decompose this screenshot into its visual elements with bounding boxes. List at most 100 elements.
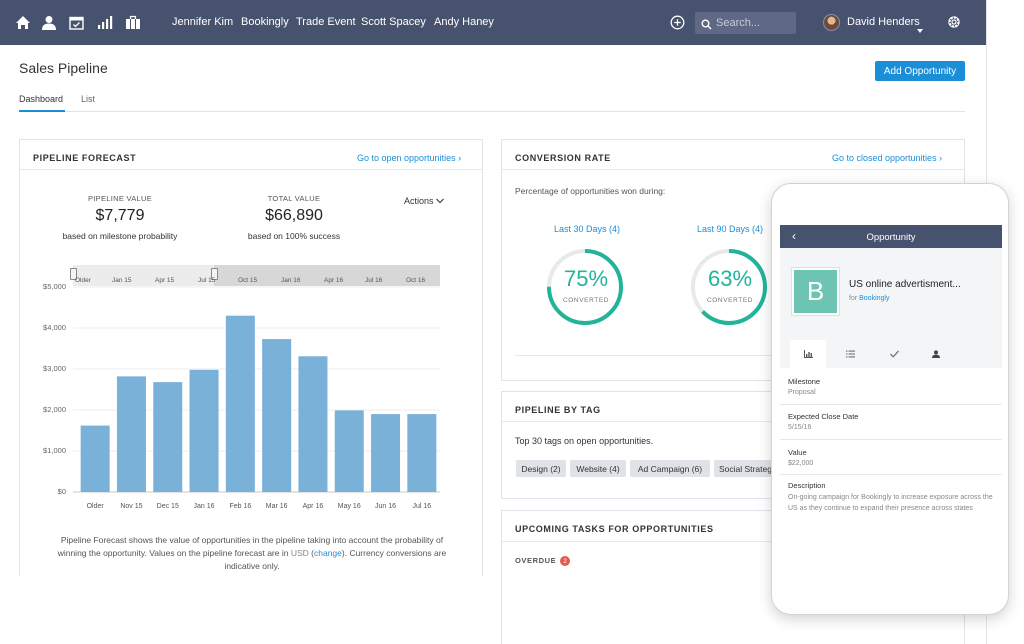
y-tick-label: $3,000 xyxy=(43,364,66,373)
company-link[interactable]: Bookingly xyxy=(859,295,890,302)
conversion-rings xyxy=(547,249,767,325)
period-link-90-days[interactable]: Last 90 Days (4) xyxy=(697,224,764,234)
total-value: $66,890 xyxy=(265,207,323,224)
x-tick-label: Older xyxy=(86,503,104,510)
converted-label: CONVERTED xyxy=(562,297,610,304)
description-label: Description xyxy=(788,481,826,490)
x-tick-label: Apr 16 xyxy=(302,503,324,510)
gear-icon[interactable] xyxy=(944,13,964,31)
caret-down-icon[interactable] xyxy=(917,20,923,38)
nav-link-bookingly[interactable]: Bookingly xyxy=(241,16,289,28)
range-unselected xyxy=(214,265,440,286)
period-link-30-days[interactable]: Last 30 Days (4) xyxy=(554,224,621,234)
tab-chart[interactable] xyxy=(790,340,826,368)
chevron-down-icon xyxy=(436,196,444,206)
for-prefix: for xyxy=(849,295,860,302)
tag-chip[interactable]: Website (4) xyxy=(570,460,626,477)
footnote-text: Pipeline Forecast shows the value of opp… xyxy=(57,535,444,558)
field-divider xyxy=(780,404,1002,405)
range-handle-left[interactable] xyxy=(70,268,77,280)
x-tick-label: Nov 15 xyxy=(120,503,143,510)
actions-dropdown[interactable]: Actions xyxy=(404,196,444,206)
chart-bar[interactable] xyxy=(371,414,401,492)
search-placeholder: Search... xyxy=(716,17,761,29)
nav-link-trade-event[interactable]: Trade Event xyxy=(296,16,356,28)
footnote-text-end: . Currency conversions are indicative on… xyxy=(224,548,447,571)
conversion-percent-30: 75% xyxy=(563,266,609,291)
add-circle-icon[interactable] xyxy=(667,13,687,31)
back-icon[interactable]: ‹ xyxy=(792,229,796,243)
x-tick-label: Jan 16 xyxy=(193,503,215,510)
company-logo: B xyxy=(792,268,839,315)
conversion-rate-title: CONVERSION RATE xyxy=(515,153,611,163)
check-icon xyxy=(889,345,899,363)
opportunity-name: US online advertisment... xyxy=(849,279,961,290)
pipeline-value: $7,779 xyxy=(95,207,145,224)
chart-bar[interactable] xyxy=(80,425,110,492)
pipeline-by-tag-title: PIPELINE BY TAG xyxy=(515,405,601,415)
tab-list[interactable] xyxy=(832,340,868,368)
range-label: Older xyxy=(75,277,91,284)
open-opportunities-link[interactable]: Go to open opportunities › xyxy=(357,153,462,163)
field-divider xyxy=(780,474,1002,475)
converted-label: CONVERTED xyxy=(706,297,754,304)
briefcase-icon[interactable] xyxy=(123,13,143,31)
chart-bar[interactable] xyxy=(116,376,146,492)
search-input[interactable]: Search... xyxy=(695,12,796,34)
ring-progress xyxy=(691,249,767,325)
range-label: Apr 16 xyxy=(324,277,344,284)
range-label: Oct 16 xyxy=(406,277,426,284)
chart-bar[interactable] xyxy=(225,315,255,492)
y-tick-label: $0 xyxy=(57,487,66,496)
value-amount: $22,000 xyxy=(788,460,814,467)
tag-description: Top 30 tags on open opportunities. xyxy=(515,436,654,446)
tag-chip[interactable]: Ad Campaign (6) xyxy=(630,460,710,477)
chart-bar[interactable] xyxy=(334,410,364,492)
conversion-percent-90: 63% xyxy=(707,266,753,291)
range-label: Jan 16 xyxy=(281,277,301,284)
panel-divider xyxy=(502,421,964,422)
tab-dashboard[interactable]: Dashboard xyxy=(19,94,64,104)
tab-tasks[interactable] xyxy=(876,340,912,368)
currency-code: USD xyxy=(290,548,309,558)
pipeline-value-label: PIPELINE VALUE xyxy=(87,194,153,203)
search-icon xyxy=(701,17,712,35)
chart-bar[interactable] xyxy=(189,369,219,492)
range-label: Oct 15 xyxy=(238,277,258,284)
nav-link-scott-spacey[interactable]: Scott Spacey xyxy=(361,16,426,28)
close-date-label: Expected Close Date xyxy=(788,412,859,421)
upcoming-tasks-title: UPCOMING TASKS FOR OPPORTUNITIES xyxy=(515,524,714,534)
range-label: Jul 15 xyxy=(198,277,216,284)
pipeline-forecast-title: PIPELINE FORECAST xyxy=(33,153,137,163)
person-icon[interactable] xyxy=(39,13,59,31)
calendar-icon[interactable] xyxy=(66,13,86,31)
closed-opportunities-link[interactable]: Go to closed opportunities › xyxy=(832,153,943,163)
change-currency-link[interactable]: change xyxy=(313,548,342,558)
x-tick-label: Dec 15 xyxy=(156,503,179,510)
bar-chart-icon[interactable] xyxy=(95,13,115,31)
tag-chip[interactable]: Design (2) xyxy=(516,460,566,477)
opportunity-company: for Bookingly xyxy=(849,295,889,302)
chart-bar[interactable] xyxy=(407,414,437,492)
range-handle-right[interactable] xyxy=(211,268,218,280)
add-opportunity-button[interactable]: Add Opportunity xyxy=(875,61,965,81)
overdue-label: OVERDUE xyxy=(515,556,557,565)
tab-list[interactable]: List xyxy=(81,94,96,104)
chart-bar[interactable] xyxy=(262,339,292,492)
chart-bar[interactable] xyxy=(153,382,183,492)
x-tick-label: Jul 16 xyxy=(412,503,432,510)
home-icon[interactable] xyxy=(13,13,33,31)
avatar[interactable] xyxy=(823,14,840,31)
nav-link-jennifer-kim[interactable]: Jennifer Kim xyxy=(172,16,234,28)
opportunity-card: B US online advertisment... for Bookingl… xyxy=(780,248,1002,368)
chart-bar[interactable] xyxy=(298,356,328,492)
nav-link-andy-haney[interactable]: Andy Haney xyxy=(434,16,494,28)
range-label: Apr 15 xyxy=(155,277,175,284)
chart-icon xyxy=(803,345,813,363)
overdue-count-badge: 2 xyxy=(560,556,570,566)
total-value-note: based on 100% success xyxy=(247,231,341,241)
ring-progress xyxy=(547,249,623,325)
tab-contacts[interactable] xyxy=(918,340,954,368)
user-menu[interactable]: David Henders xyxy=(847,16,920,28)
panel-divider xyxy=(515,355,955,356)
